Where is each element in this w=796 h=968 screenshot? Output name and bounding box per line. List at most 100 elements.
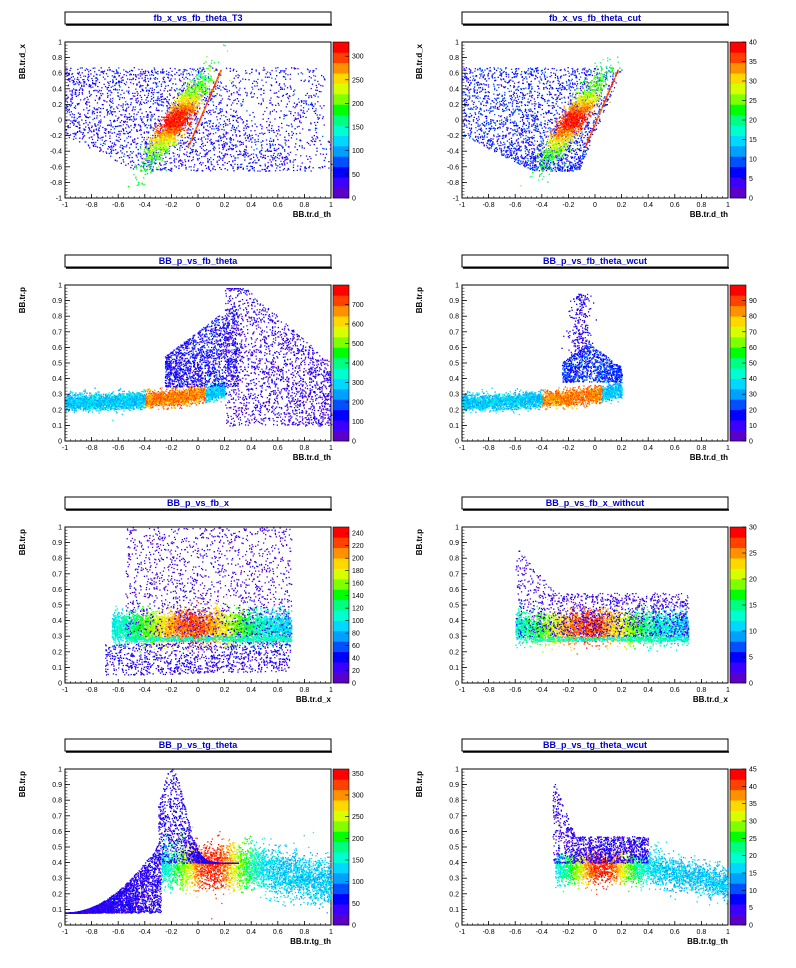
heatmap-cell (72, 103, 73, 104)
heatmap-cell (301, 110, 302, 111)
heatmap-cell (233, 70, 234, 71)
heatmap-cell (282, 158, 283, 159)
heatmap-cell (246, 120, 247, 121)
heatmap-cell (142, 158, 143, 159)
heatmap-cell (126, 145, 127, 146)
heatmap-cell (129, 117, 130, 118)
heatmap-cell (279, 164, 280, 165)
heatmap-cell (295, 112, 296, 113)
heatmap-cell (199, 133, 200, 134)
heatmap-cell (210, 170, 211, 171)
heatmap-cell (233, 170, 234, 171)
heatmap-cell (135, 89, 136, 90)
heatmap-cell (246, 124, 247, 125)
heatmap-cell (284, 149, 285, 150)
heatmap-cell (171, 71, 172, 72)
heatmap-cell (79, 94, 80, 95)
heatmap-cell (151, 99, 152, 100)
heatmap-cell (320, 91, 321, 92)
heatmap-cell (317, 81, 318, 82)
heatmap-cell (289, 154, 290, 155)
heatmap-cell (213, 105, 214, 106)
heatmap-cell (204, 136, 205, 137)
heatmap-cell (315, 103, 316, 104)
heatmap-cell (188, 133, 189, 134)
heatmap-cell (146, 146, 147, 147)
heatmap-cell (136, 98, 137, 99)
heatmap-cell (221, 115, 222, 116)
heatmap-cell (168, 169, 169, 170)
heatmap-cell (188, 73, 189, 74)
heatmap-cell (212, 68, 213, 69)
heatmap-cell (193, 157, 194, 158)
heatmap-cell (99, 120, 100, 121)
heatmap-cell (156, 108, 157, 109)
heatmap-cell (167, 161, 168, 162)
heatmap-cell (140, 144, 141, 145)
heatmap-cell (121, 80, 122, 81)
heatmap-cell (243, 151, 244, 152)
heatmap-cell (198, 155, 199, 156)
heatmap-cell (122, 105, 123, 106)
heatmap-cell (298, 118, 299, 119)
heatmap-cell (87, 69, 88, 70)
heatmap-cell (85, 120, 86, 121)
heatmap-cell (261, 142, 262, 143)
heatmap-cell (93, 68, 94, 69)
heatmap-cell (245, 125, 246, 126)
heatmap-cell (71, 111, 72, 112)
heatmap-cell (237, 167, 238, 168)
heatmap-cell (101, 67, 102, 68)
heatmap-cell (80, 77, 81, 78)
heatmap-cell (224, 162, 225, 163)
heatmap-cell (201, 139, 202, 140)
heatmap-cell (257, 97, 258, 98)
heatmap-cell (266, 82, 267, 83)
heatmap-cell (284, 163, 285, 164)
heatmap-cell (153, 97, 154, 98)
heatmap-cell (256, 81, 257, 82)
heatmap-cell (83, 109, 84, 110)
heatmap-cell (157, 98, 158, 99)
heatmap-cell (298, 112, 299, 113)
heatmap-cell (125, 146, 126, 147)
heatmap-cell (136, 118, 137, 119)
heatmap-cell (110, 152, 111, 153)
heatmap-cell (222, 160, 223, 161)
heatmap-cell (223, 115, 224, 116)
heatmap-cell (100, 108, 101, 109)
heatmap-cell (265, 155, 266, 156)
heatmap-cell (198, 72, 199, 73)
heatmap-cell (251, 142, 252, 143)
heatmap-cell (179, 147, 180, 148)
heatmap-cell (247, 135, 248, 136)
heatmap-cell (169, 93, 170, 94)
heatmap-cell (225, 168, 226, 169)
heatmap-cell (280, 134, 281, 135)
heatmap-cell (216, 140, 217, 141)
heatmap-cell (293, 170, 294, 171)
heatmap-cell (110, 156, 111, 157)
heatmap-cell (140, 101, 141, 102)
heatmap-cell (119, 133, 120, 134)
heatmap-cell (168, 85, 169, 86)
heatmap-cell (237, 157, 238, 158)
heatmap-cell (235, 116, 236, 117)
heatmap-cell (194, 119, 195, 120)
heatmap-cell (263, 90, 264, 91)
heatmap-cell (219, 151, 220, 152)
heatmap-cell (130, 136, 131, 137)
heatmap-cell (116, 136, 117, 137)
heatmap-cell (146, 166, 147, 167)
heatmap-cell (275, 68, 276, 69)
heatmap-cell (183, 142, 184, 143)
heatmap-cell (79, 125, 80, 126)
heatmap-cell (80, 87, 81, 88)
heatmap-cell (190, 138, 191, 139)
heatmap-cell (123, 69, 124, 70)
heatmap-cell (269, 143, 270, 144)
heatmap-cell (171, 171, 172, 172)
heatmap-cell (233, 69, 234, 70)
heatmap-cell (184, 70, 185, 71)
heatmap-cell (228, 96, 229, 97)
